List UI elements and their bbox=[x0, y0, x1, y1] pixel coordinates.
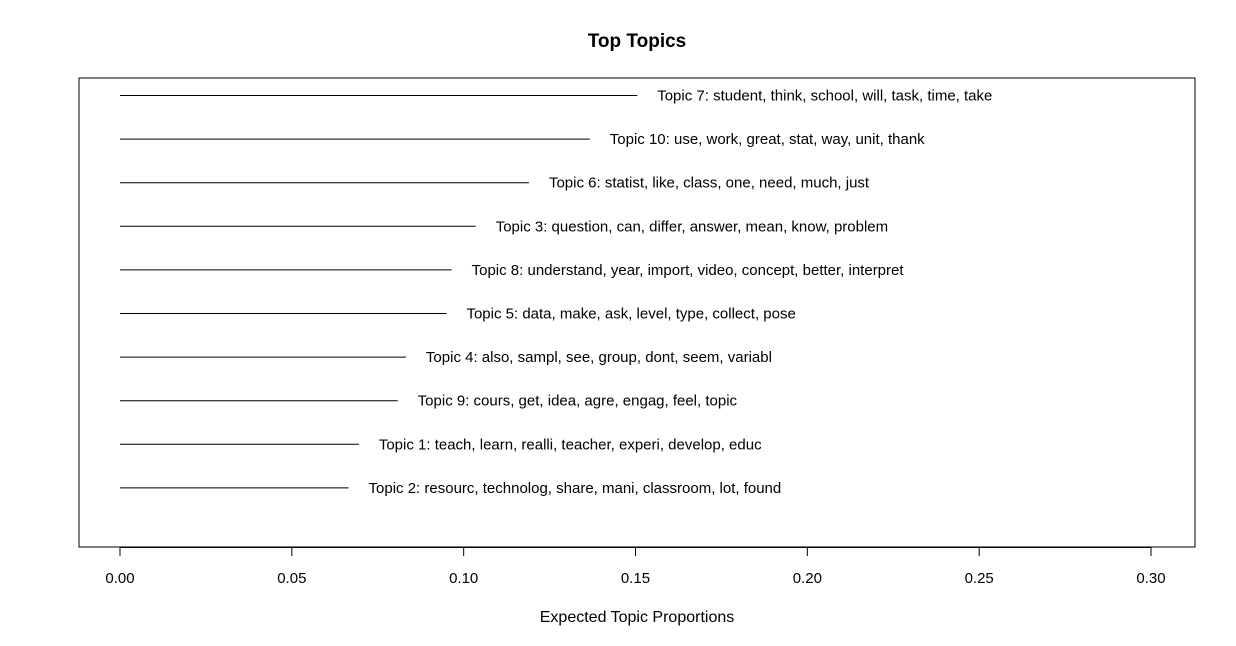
x-axis-label: Expected Topic Proportions bbox=[540, 609, 734, 626]
topic-label: Topic 1: teach, learn, realli, teacher, … bbox=[379, 436, 762, 453]
chart-title: Top Topics bbox=[588, 31, 687, 52]
topic-label: Topic 3: question, can, differ, answer, … bbox=[496, 218, 888, 235]
x-tick-label: 0.20 bbox=[793, 570, 822, 587]
x-tick-label: 0.05 bbox=[277, 570, 306, 587]
x-tick-label: 0.00 bbox=[105, 570, 134, 587]
topic-label: Topic 10: use, work, great, stat, way, u… bbox=[610, 131, 925, 148]
x-axis-ticks: 0.00 0.05 0.10 0.15 0.20 0.25 0.30 bbox=[105, 547, 1166, 587]
x-tick-label: 0.15 bbox=[621, 570, 650, 587]
x-tick-label: 0.10 bbox=[449, 570, 478, 587]
x-tick-label: 0.25 bbox=[965, 570, 994, 587]
topic-label: Topic 5: data, make, ask, level, type, c… bbox=[466, 306, 795, 323]
topic-label: Topic 9: cours, get, idea, agre, engag, … bbox=[418, 393, 738, 410]
topic-label: Topic 2: resourc, technolog, share, mani… bbox=[369, 480, 782, 497]
topic-bars: Topic 7: student, think, school, will, t… bbox=[120, 88, 992, 497]
topic-label: Topic 6: statist, like, class, one, need… bbox=[549, 175, 870, 192]
topic-label: Topic 8: understand, year, import, video… bbox=[472, 262, 905, 279]
topic-label: Topic 4: also, sampl, see, group, dont, … bbox=[426, 349, 772, 366]
topic-label: Topic 7: student, think, school, will, t… bbox=[657, 88, 992, 105]
x-tick-label: 0.30 bbox=[1136, 570, 1165, 587]
